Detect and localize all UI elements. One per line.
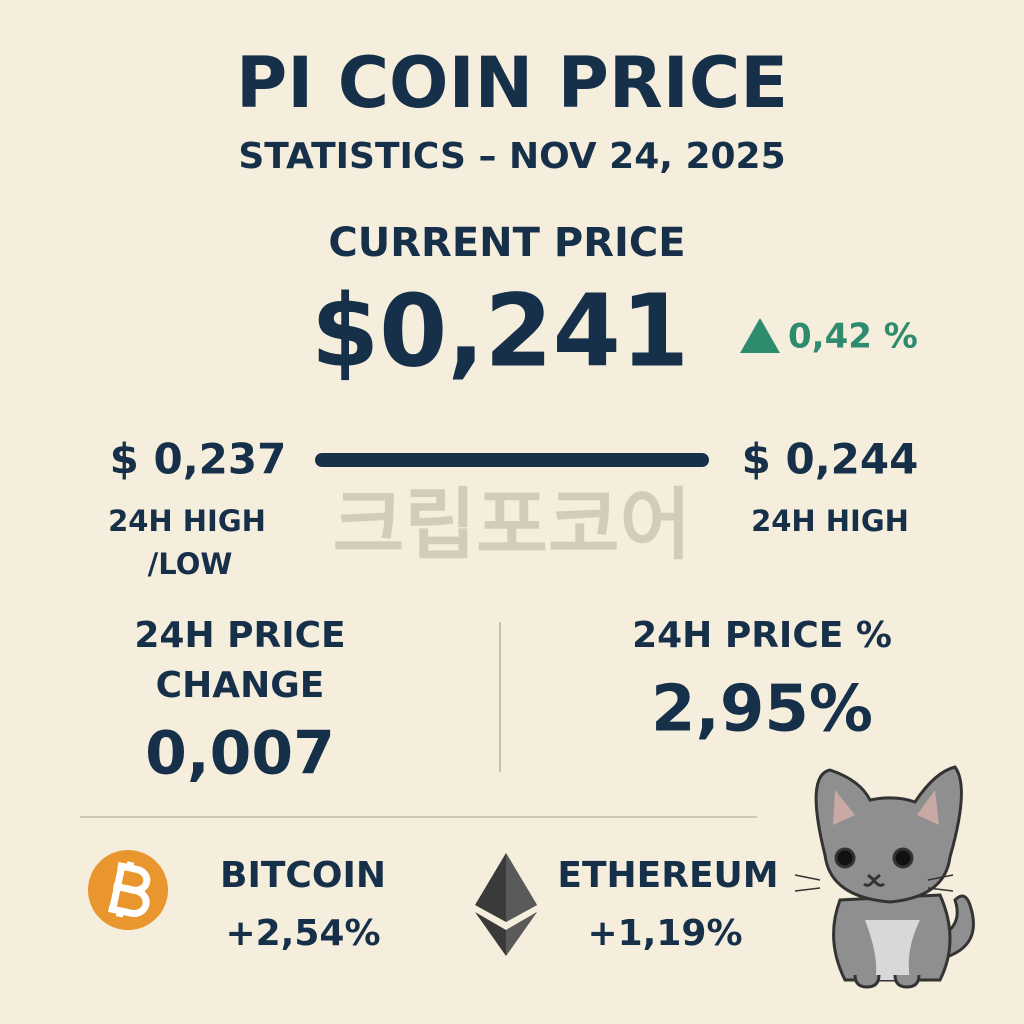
title: PI COIN PRICE [236, 42, 788, 124]
low-label: /LOW [148, 547, 233, 581]
up-arrow [740, 318, 780, 353]
low-price: $ 0,237 [110, 435, 287, 484]
coin-change: +1,19% [587, 913, 742, 954]
high-price: $ 0,244 [742, 435, 919, 484]
percent-label: 24H PRICE % [632, 615, 892, 656]
subtitle: STATISTICS – NOV 24, 2025 [238, 136, 785, 177]
watermark: 크립포코어 [333, 480, 692, 570]
cat-illustration [794, 765, 975, 989]
price-change: 0,42 % [788, 317, 918, 357]
bitcoin-icon [88, 850, 168, 930]
ethereum-icon [475, 853, 537, 956]
change-label: 24H PRICE [134, 615, 345, 656]
current-label: CURRENT PRICE [328, 220, 685, 266]
low-label: 24H HIGH [108, 504, 266, 538]
percent-value: 2,95% [651, 673, 873, 747]
current-price: $0,241 [311, 272, 689, 389]
coin-name: ETHEREUM [557, 855, 778, 896]
high-label: 24H HIGH [751, 504, 909, 538]
change-label: CHANGE [156, 665, 325, 706]
coin-change: +2,54% [225, 913, 380, 954]
change-value: 0,007 [145, 719, 335, 789]
coin-name: BITCOIN [220, 855, 386, 896]
